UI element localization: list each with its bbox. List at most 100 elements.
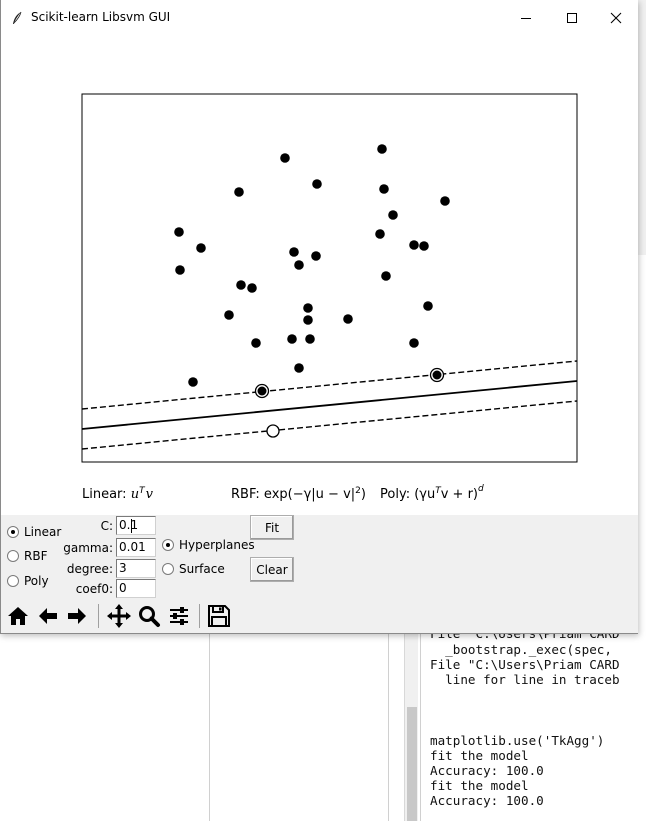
toolbar-separator	[98, 604, 99, 628]
console-line: _bootstrap._exec(spec,	[430, 641, 612, 657]
clear-button[interactable]: Clear	[250, 557, 294, 582]
data-point	[419, 241, 429, 251]
console-line: line for line in traceb	[430, 671, 620, 687]
close-icon	[610, 12, 622, 24]
decision-boundary-line	[82, 380, 577, 430]
svm-gui-window: Scikit-learn Libsvm GUI Linear: uTv R	[0, 0, 638, 634]
hyperplanes-radio[interactable]	[162, 539, 174, 551]
close-button[interactable]	[593, 0, 639, 36]
support-vector-point	[432, 370, 442, 380]
minimize-button[interactable]	[503, 0, 549, 36]
toolbar-separator	[199, 604, 200, 628]
margin-upper-line	[82, 360, 577, 410]
degree-label: degree:	[66, 562, 113, 576]
data-point	[440, 196, 450, 206]
maximize-button[interactable]	[549, 0, 595, 36]
data-point	[381, 271, 391, 281]
hyperplanes-label[interactable]: Hyperplanes	[179, 538, 255, 552]
console-line	[430, 717, 646, 732]
data-point	[294, 260, 304, 270]
home-button[interactable]	[4, 602, 32, 630]
data-point	[175, 265, 185, 275]
margin-lower-line	[82, 400, 577, 450]
coef0-input[interactable]: 0	[116, 579, 156, 598]
support-vector-point	[266, 424, 280, 438]
maximize-icon	[567, 13, 577, 23]
data-point	[377, 144, 387, 154]
data-point	[224, 310, 234, 320]
minimize-icon	[521, 18, 531, 19]
pan-button[interactable]	[105, 602, 133, 630]
pan-icon	[107, 604, 131, 628]
forward-icon	[68, 608, 86, 624]
data-point	[305, 334, 315, 344]
ide-scrollbar-thumb[interactable]	[407, 707, 417, 821]
fit-button[interactable]: Fit	[250, 515, 294, 540]
data-point	[379, 184, 389, 194]
data-point	[303, 315, 313, 325]
data-point	[409, 240, 419, 250]
console-line: fit the model	[430, 747, 529, 763]
gamma-input[interactable]: 0.01	[116, 538, 156, 557]
text-caret	[131, 519, 132, 533]
support-vector-point	[257, 386, 267, 396]
surface-label[interactable]: Surface	[179, 562, 225, 576]
plot-axes[interactable]	[81, 93, 578, 463]
degree-input[interactable]: 3	[116, 559, 156, 578]
data-point	[188, 377, 198, 387]
data-point	[423, 301, 433, 311]
c-input[interactable]: 0.1	[116, 516, 156, 535]
ide-scrollbar[interactable]	[404, 633, 418, 821]
back-icon	[39, 608, 57, 624]
data-point	[236, 280, 246, 290]
data-point	[247, 283, 257, 293]
data-point	[409, 338, 419, 348]
linear-kernel-radio[interactable]	[7, 526, 19, 538]
coef0-label: coef0:	[75, 582, 113, 596]
zoom-button[interactable]	[135, 602, 163, 630]
back-button[interactable]	[34, 602, 62, 630]
poly-kernel-formula: Poly: (γuTv + r)d	[380, 484, 484, 502]
figure-canvas: Linear: uTv RBF: exp(−γ|u − v|2) Poly: (…	[1, 36, 638, 515]
save-button[interactable]	[205, 602, 233, 630]
window-title: Scikit-learn Libsvm GUI	[31, 10, 171, 24]
gamma-label: gamma:	[63, 541, 113, 555]
console-line: File "C:\Users\Priam CARD	[430, 656, 620, 672]
data-point	[234, 187, 244, 197]
zoom-icon	[139, 606, 160, 627]
data-point	[196, 243, 206, 253]
data-point	[289, 247, 299, 257]
surface-radio[interactable]	[162, 563, 174, 575]
data-point	[311, 251, 321, 261]
data-point	[343, 314, 353, 324]
linear-kernel-label[interactable]: Linear	[24, 525, 62, 539]
data-point	[174, 227, 184, 237]
rbf-kernel-formula: RBF: exp(−γ|u − v|2)	[231, 486, 366, 502]
console-line: fit the model	[430, 778, 529, 794]
ide-panel	[638, 0, 646, 255]
c-label: C:	[100, 519, 113, 533]
console-line: Accuracy: 100.0	[430, 793, 544, 809]
console-line	[430, 687, 646, 702]
configure-subplots-icon	[170, 607, 188, 625]
feather-icon	[13, 11, 22, 24]
data-point	[251, 338, 261, 348]
data-point	[280, 153, 290, 163]
poly-kernel-label[interactable]: Poly	[24, 574, 49, 588]
plot-svg[interactable]: Linear: uTv RBF: exp(−γ|u − v|2) Poly: (…	[1, 36, 638, 515]
data-point	[303, 303, 313, 313]
title-bar[interactable]: Scikit-learn Libsvm GUI	[1, 0, 638, 36]
save-icon	[208, 605, 230, 627]
forward-button[interactable]	[63, 602, 91, 630]
linear-kernel-formula: Linear: uTv	[82, 486, 154, 502]
home-icon	[8, 607, 28, 625]
rbf-kernel-label[interactable]: RBF	[24, 549, 48, 563]
poly-kernel-radio[interactable]	[7, 575, 19, 587]
controls-panel: Linear RBF Poly C: 0.1 gamma: 0.01 degre…	[1, 515, 638, 633]
data-point	[388, 210, 398, 220]
data-point	[287, 334, 297, 344]
data-point	[294, 363, 304, 373]
rbf-kernel-radio[interactable]	[7, 550, 19, 562]
configure-subplots-button[interactable]	[165, 602, 193, 630]
console-line	[430, 702, 646, 717]
